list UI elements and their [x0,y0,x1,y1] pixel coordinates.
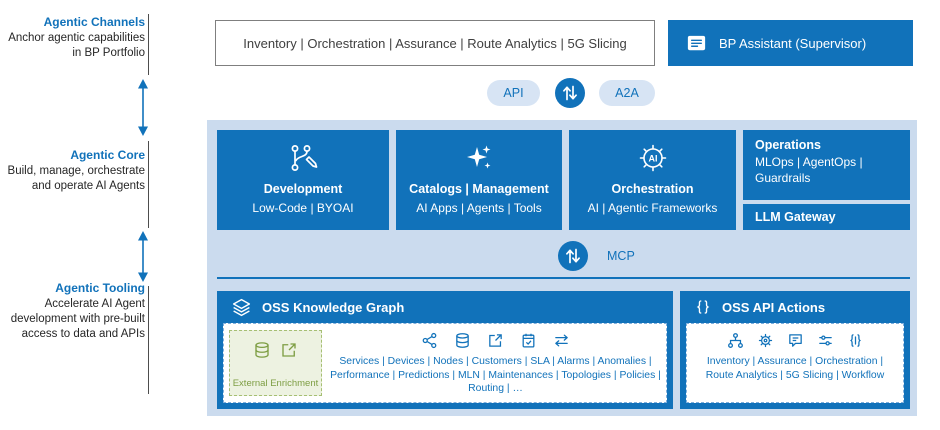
export-icon [489,334,502,347]
export-icon [282,343,296,357]
operations-box: Operations MLOps | AgentOps | Guardrails [743,130,910,200]
api-actions-body: Inventory | Assurance | Orchestration | … [686,323,904,403]
orchestration-title: Orchestration [611,182,694,196]
operations-title: Operations [755,138,821,152]
knowledge-graph-title: OSS Knowledge Graph [262,299,405,315]
knowledge-graph-header: OSS Knowledge Graph [217,291,673,323]
development-title: Development [263,182,343,196]
api-a2a-exchange-circle [555,78,585,108]
curly-braces-icon [696,300,710,314]
api-actions-icon-row [727,332,864,349]
rail-title-tooling: Agentic Tooling [55,281,145,295]
knowledge-graph-icon-row [421,332,570,349]
operations-subtitle: MLOps | AgentOps | Guardrails [755,155,863,185]
oss-api-actions-box: OSS API Actions [680,291,910,409]
rail-line-tooling [148,286,149,394]
rail-section-core: Agentic Core Build, manage, orchestrate … [2,148,145,194]
rail-desc-core: Build, manage, orchestrate and operate A… [7,165,145,193]
rail-title-channels: Agentic Channels [43,15,145,29]
development-subtitle: Low-Code | BYOAI [252,201,354,215]
api-label: API [503,86,524,100]
ai-gear-icon: AI [637,141,669,175]
llm-gateway-label: LLM Gateway [755,210,836,224]
bp-assistant-box: BP Assistant (Supervisor) [668,20,913,66]
rail-line-channels [148,14,149,75]
llm-gateway-box: LLM Gateway [743,204,910,230]
development-module: Development Low-Code | BYOAI [217,130,389,230]
swap-arrows-icon [555,334,568,347]
orchestration-subtitle: AI | Agentic Frameworks [587,201,718,215]
core-tooling-arrow-icon [138,231,148,282]
portfolio-items-label: Inventory | Orchestration | Assurance | … [243,35,627,51]
external-enrichment-label: External Enrichment [232,378,319,389]
sparkles-icon [464,141,494,175]
rail-section-channels: Agentic Channels Anchor agentic capabili… [2,15,145,61]
rail-section-tooling: Agentic Tooling Accelerate AI Agent deve… [2,281,145,343]
api-actions-content: Inventory | Assurance | Orchestration | … [690,329,900,399]
rail-line-core [148,141,149,228]
knowledge-graph-items: Services | Devices | Nodes | Customers |… [330,356,661,395]
up-down-arrows-icon [563,85,577,101]
code-braces-icon [849,334,861,347]
a2a-pill: A2A [599,80,655,106]
catalogs-module: Catalogs | Management AI Apps | Agents |… [396,130,562,230]
api-actions-items: Inventory | Assurance | Orchestration | … [705,356,885,381]
gear-icon [758,333,772,348]
rail-desc-channels: Anchor agentic capabilities in BP Portfo… [8,32,145,60]
mcp-exchange-circle [558,241,588,271]
svg-text:AI: AI [648,154,657,164]
a2a-label: A2A [615,86,639,100]
git-branch-pencil-icon [286,141,320,175]
sliders-icon [818,335,832,346]
knowledge-graph-body: External Enrichment [223,323,667,403]
layers-icon [232,298,251,316]
api-actions-title: OSS API Actions [722,299,826,315]
database-icon [255,342,269,358]
up-down-arrows-icon [566,248,580,264]
catalogs-subtitle: AI Apps | Agents | Tools [416,201,542,215]
bp-assistant-label: BP Assistant (Supervisor) [719,35,867,51]
rail-desc-tooling: Accelerate AI Agent development with pre… [10,298,145,341]
bp-portfolio-box: Inventory | Orchestration | Assurance | … [215,20,655,66]
api-actions-header: OSS API Actions [680,291,910,323]
clipboard-check-icon [522,333,535,348]
orchestration-module: AI Orchestration AI | Agentic Frameworks [569,130,736,230]
catalogs-title: Catalogs | Management [409,182,549,196]
channels-core-arrow-icon [138,79,148,136]
workflow-icon [727,333,743,348]
database-icon [456,333,469,348]
chat-icon [788,334,802,347]
rail-title-core: Agentic Core [70,148,145,162]
chat-lines-icon [687,35,706,50]
api-pill: API [487,80,540,106]
knowledge-graph-content: Services | Devices | Nodes | Customers |… [328,329,663,399]
mcp-label: MCP [607,249,635,263]
external-enrichment-box: External Enrichment [229,330,322,396]
core-tooling-divider [217,277,910,279]
oss-knowledge-graph-box: OSS Knowledge Graph [217,291,673,409]
network-share-icon [422,332,437,349]
